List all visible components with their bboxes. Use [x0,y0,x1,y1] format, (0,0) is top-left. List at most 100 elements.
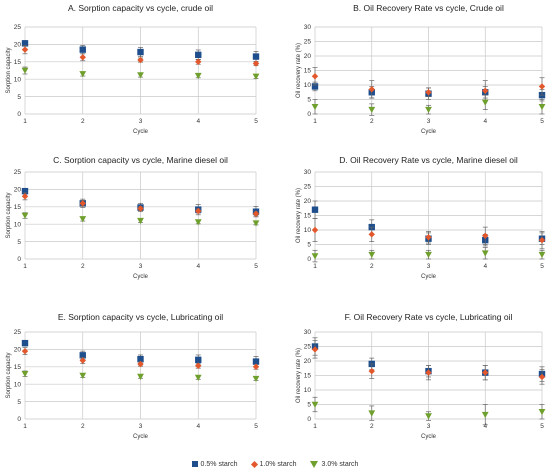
y-tick-label: 10 [14,221,22,228]
x-tick-label: 5 [540,423,544,430]
data-point-diamond [195,58,202,65]
chart-title: A. Sorption capacity vs cycle, crude oil [68,3,213,13]
y-tick-label: 10 [14,381,22,388]
data-point-diamond [252,60,260,67]
y-tick-label: 10 [304,82,312,89]
chart-panel: C. Sorption capacity vs cycle, Marine di… [6,155,260,280]
x-axis-label: Cycle [421,434,437,440]
data-point-square [79,46,86,53]
data-point-square [21,339,29,347]
triangle-marker-icon [310,460,319,468]
data-point-triangle [137,373,144,380]
data-point-diamond [482,369,489,376]
x-tick-label: 4 [483,423,487,430]
data-point-square [195,51,202,59]
data-point-diamond [311,73,319,80]
x-tick-label: 2 [370,423,374,430]
data-point-triangle [252,220,260,227]
x-axis-label: Cycle [133,434,149,440]
square-marker-icon [191,461,198,467]
y-axis-label: Sorption capacity [6,352,12,398]
data-point-square [252,53,260,60]
y-tick-label: 0 [307,416,311,423]
data-point-square [311,83,319,90]
data-point-square [195,356,202,364]
y-tick-label: 25 [14,169,22,176]
data-point-triangle [79,71,87,78]
x-tick-label: 4 [196,118,200,125]
data-point-square [137,355,144,363]
data-point-diamond [21,193,29,200]
y-tick-label: 25 [14,329,22,336]
data-point-triangle [425,251,432,259]
data-point-diamond [311,346,319,353]
data-point-diamond [252,363,260,370]
x-tick-label: 2 [370,263,374,270]
chart-panel: F. Oil Recovery Rate vs cycle, Lubricati… [296,312,546,440]
y-tick-label: 5 [307,97,311,104]
x-tick-label: 5 [540,118,544,125]
y-axis-label: Oil recovery rate (%) [296,43,302,98]
data-point-triangle [311,103,319,111]
figure: A. Sorption capacity vs cycle, crude oil… [6,3,546,440]
y-tick-label: 15 [14,59,22,66]
data-point-triangle [368,251,376,259]
legend-item-1.0-starch: 1.0% starch [250,456,297,472]
chart-panel: A. Sorption capacity vs cycle, crude oil… [6,3,260,135]
data-point-diamond [137,205,144,212]
data-point-diamond [538,83,546,90]
data-point-triangle [425,413,432,420]
y-tick-label: 5 [17,239,21,246]
data-point-triangle [79,216,87,223]
y-tick-label: 30 [304,169,312,176]
data-point-triangle [538,103,546,111]
x-axis-label: Cycle [133,274,149,280]
data-point-triangle [194,374,202,381]
data-point-square [311,206,319,213]
y-tick-label: 25 [304,184,312,191]
data-point-triangle [21,67,29,74]
data-point-diamond [425,234,432,241]
data-point-triangle [252,375,260,383]
x-tick-label: 1 [313,263,317,270]
y-tick-label: 5 [17,399,21,406]
data-point-diamond [482,232,489,239]
data-point-triangle [311,401,319,408]
chart-title: F. Oil Recovery Rate vs cycle, Lubricati… [345,312,513,322]
x-tick-label: 3 [427,118,431,125]
data-point-diamond [311,226,319,234]
chart-title: E. Sorption capacity vs cycle, Lubricati… [58,312,223,322]
chart-title: D. Oil Recovery Rate vs cycle, Marine di… [339,155,518,165]
chart-title: B. Oil Recovery Rate vs cycle, Crude oil [353,3,504,13]
x-tick-label: 1 [313,423,317,430]
y-tick-label: 15 [14,204,22,211]
y-tick-label: 0 [17,416,21,423]
y-tick-label: 10 [304,387,312,394]
data-point-triangle [481,99,489,106]
legend-label: 1.0% starch [259,460,297,468]
y-tick-label: 5 [17,94,21,101]
x-tick-label: 3 [427,263,431,270]
legend-item-0.5-starch: 0.5% starch [191,456,238,472]
x-tick-label: 1 [313,118,317,125]
y-tick-label: 20 [304,53,312,60]
data-point-diamond [137,56,144,64]
y-tick-label: 20 [14,187,22,194]
data-point-triangle [311,253,319,260]
x-tick-label: 4 [196,423,200,430]
x-tick-label: 1 [23,423,27,430]
x-tick-label: 4 [196,263,200,270]
y-tick-label: 20 [14,347,22,354]
data-point-triangle [194,72,202,80]
data-point-triangle [425,106,432,114]
data-point-triangle [79,372,87,379]
data-point-diamond [538,373,546,381]
data-point-triangle [481,411,489,419]
data-point-triangle [137,72,144,79]
data-point-diamond [79,357,86,364]
data-point-triangle [538,251,546,259]
x-tick-label: 5 [540,263,544,270]
data-point-diamond [538,236,546,244]
x-tick-label: 3 [139,263,143,270]
y-tick-label: 10 [304,227,312,234]
